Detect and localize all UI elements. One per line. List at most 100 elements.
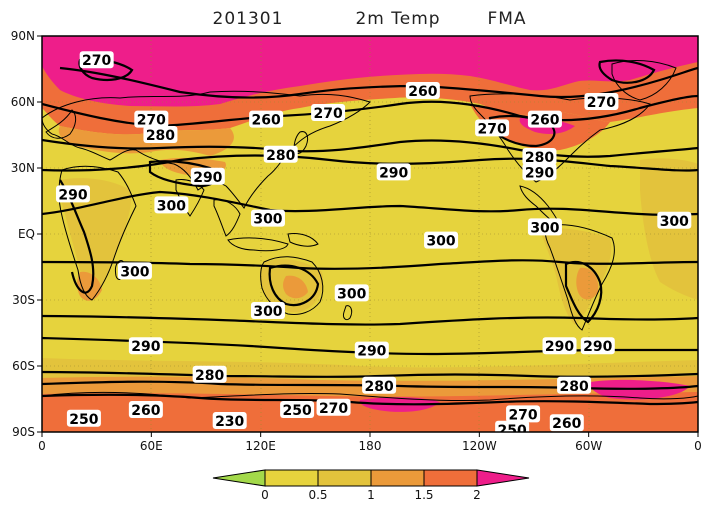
contour-label-box bbox=[79, 51, 114, 69]
contour-label-text: 280 bbox=[146, 128, 175, 144]
contour-label: 300 bbox=[154, 196, 189, 214]
contour-label-box bbox=[192, 365, 227, 383]
contour-label-text: 270 bbox=[313, 106, 342, 122]
contour-label-box bbox=[527, 110, 562, 128]
contour-label-text: 270 bbox=[587, 95, 616, 111]
contour-label-text: 250 bbox=[69, 412, 98, 428]
lat-tick-label: 60N bbox=[11, 95, 35, 109]
contour-label-text: 290 bbox=[525, 165, 554, 181]
contour-label-box bbox=[143, 126, 178, 143]
contour-label-box bbox=[190, 167, 225, 185]
contour-label-box bbox=[263, 145, 298, 163]
contour-label-box bbox=[584, 93, 619, 110]
contour-label-text: 260 bbox=[530, 113, 559, 129]
contour-label: 280 bbox=[143, 126, 178, 144]
contour-label-box bbox=[475, 119, 510, 137]
contour-label-text: 280 bbox=[195, 368, 224, 384]
contour-label-box bbox=[506, 405, 541, 423]
contour-label-text: 280 bbox=[266, 148, 295, 164]
contour-label-box bbox=[128, 401, 163, 418]
coast-newguinea bbox=[287, 233, 319, 247]
contour-label-text: 230 bbox=[215, 414, 244, 430]
contour-label: 300 bbox=[250, 302, 285, 320]
contour-label-text: 290 bbox=[583, 339, 612, 355]
colorbar-bin-1 bbox=[264, 469, 319, 487]
contour-label-box bbox=[250, 209, 285, 227]
contour-290-south bbox=[42, 314, 698, 326]
contour-300-north bbox=[42, 190, 698, 216]
contour-label-text: 290 bbox=[58, 187, 87, 203]
contour-label-text: 280 bbox=[525, 150, 554, 166]
contour-label-box bbox=[134, 110, 169, 128]
contour-label-box bbox=[280, 401, 315, 418]
contour-label-text: 300 bbox=[530, 220, 559, 236]
coast-australia bbox=[260, 256, 324, 315]
contour-label: 280 bbox=[263, 145, 298, 164]
contour-label-text: 290 bbox=[545, 339, 574, 355]
contour-label: 300 bbox=[250, 209, 285, 228]
contour-label-text: 250 bbox=[282, 403, 311, 419]
contour-label: 300 bbox=[657, 211, 692, 230]
contour-label: 290 bbox=[190, 167, 225, 186]
contour-label-box bbox=[66, 409, 101, 427]
africa-shading-south bbox=[77, 271, 102, 301]
lat-tick-label: 90S bbox=[12, 425, 35, 439]
contour-label: 250 bbox=[66, 409, 101, 428]
title-date: 201301 bbox=[213, 9, 284, 29]
colorbar-label-0: 0 bbox=[261, 488, 269, 502]
contour-label-box bbox=[354, 341, 389, 359]
contour-label: 270 bbox=[134, 110, 169, 129]
contour-label-box bbox=[424, 231, 459, 249]
contour-label: 230 bbox=[212, 412, 247, 430]
coast-greenland bbox=[611, 60, 677, 101]
contour-label-text: 270 bbox=[508, 407, 537, 423]
contour-label: 280 bbox=[557, 376, 592, 395]
contour-label-box bbox=[580, 337, 615, 355]
colorbar-bin-4 bbox=[423, 469, 478, 487]
contour-label-box bbox=[495, 420, 530, 432]
contour-label: 290 bbox=[580, 337, 615, 355]
contour-label-text: 300 bbox=[253, 304, 282, 320]
contour-label-text: 300 bbox=[120, 264, 149, 280]
lon-tick-label: 0 bbox=[694, 439, 702, 453]
contour-label: 280 bbox=[362, 376, 397, 395]
lon-tick-label: 60W bbox=[575, 439, 602, 453]
contour-label-text: 290 bbox=[357, 344, 386, 360]
contour-label: 260 bbox=[405, 82, 440, 100]
contour-label-text: 280 bbox=[364, 379, 393, 395]
contour-label-text: 280 bbox=[559, 379, 588, 395]
contour-label: 270 bbox=[506, 405, 541, 423]
contour-label-text: 260 bbox=[552, 416, 581, 432]
contour-arctic-loop-2 bbox=[598, 59, 656, 84]
colorbar-label-1: 1 bbox=[367, 488, 375, 502]
contour-africa-loop bbox=[59, 179, 95, 294]
contour-label: 270 bbox=[79, 51, 114, 69]
coast-samerica bbox=[544, 224, 615, 331]
contour-label-box bbox=[376, 163, 411, 181]
colorbar-arrow-high bbox=[476, 469, 530, 487]
contour-label-box bbox=[55, 185, 90, 203]
colorbar-label-2: 2 bbox=[473, 488, 481, 502]
contour-label-box bbox=[249, 110, 284, 128]
contour-label-box bbox=[657, 211, 692, 229]
contour-label: 270 bbox=[475, 119, 510, 137]
contour-label-box bbox=[522, 148, 557, 165]
australia-shading-hot bbox=[283, 275, 308, 299]
contour-label: 250 bbox=[495, 420, 530, 439]
coast-africa bbox=[58, 165, 137, 301]
contour-label-text: 270 bbox=[319, 401, 348, 417]
contour-label-text: 290 bbox=[193, 170, 222, 186]
contour-label-box bbox=[154, 196, 189, 214]
lat-tick-label: 30S bbox=[12, 293, 35, 307]
contour-label-text: 250 bbox=[498, 423, 527, 439]
contour-label-text: 260 bbox=[131, 403, 160, 419]
contour-label-box bbox=[542, 337, 577, 355]
east-edge-shading bbox=[640, 158, 698, 300]
contour-label-text: 260 bbox=[252, 113, 281, 129]
coast-europe bbox=[45, 109, 77, 139]
coast-indonesia bbox=[227, 237, 289, 252]
contour-label-box bbox=[250, 302, 285, 319]
contour-samerica-loop bbox=[564, 260, 603, 324]
coast-seasia bbox=[213, 199, 241, 237]
